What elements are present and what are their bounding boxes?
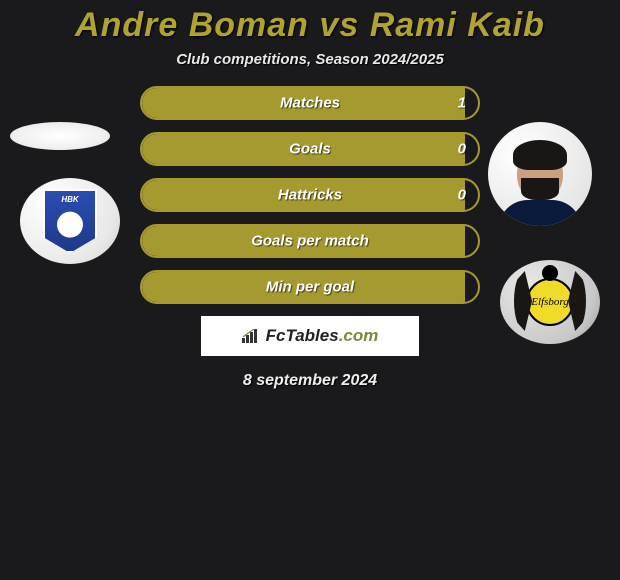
- stat-bar: Hattricks 0: [140, 178, 480, 212]
- vs-label: vs: [319, 6, 359, 44]
- player2-avatar: [488, 122, 592, 226]
- stat-bar: Goals 0: [140, 132, 480, 166]
- brand-fc: FcTables: [266, 326, 339, 345]
- brand-text: FcTables.com: [266, 326, 379, 346]
- page-title: Andre Boman vs Rami Kaib: [0, 0, 620, 45]
- hbk-shield-icon: [43, 189, 97, 253]
- leaf-right-icon: [568, 271, 586, 331]
- avatar-shoulders: [498, 200, 582, 226]
- leaf-left-icon: [514, 271, 532, 331]
- stats-bars: Matches 1 Goals 0 Hattricks 0 Goals per …: [140, 86, 480, 304]
- stat-right-value: 0: [458, 187, 466, 204]
- stat-label: Goals per match: [251, 233, 369, 250]
- player1-name: Andre Boman: [75, 6, 309, 44]
- stat-label: Hattricks: [278, 187, 342, 204]
- ball-icon: [542, 265, 558, 281]
- stat-bar: Matches 1: [140, 86, 480, 120]
- avatar-head: [517, 148, 563, 200]
- stat-label: Matches: [280, 95, 340, 112]
- subtitle: Club competitions, Season 2024/2025: [0, 51, 620, 68]
- bar-chart-icon: [242, 329, 260, 343]
- brand-com: .com: [339, 326, 379, 345]
- player1-avatar: [10, 122, 110, 150]
- elfsborg-badge-icon: [516, 271, 584, 333]
- player2-club-badge: [500, 260, 600, 344]
- stat-bar: Goals per match: [140, 224, 480, 258]
- player2-name: Rami Kaib: [370, 6, 545, 44]
- player1-club-badge: [20, 178, 120, 264]
- stat-label: Goals: [289, 141, 331, 158]
- stat-label: Min per goal: [266, 279, 354, 296]
- brand-link[interactable]: FcTables.com: [201, 316, 419, 356]
- date-label: 8 september 2024: [0, 372, 620, 390]
- stat-right-value: 1: [458, 95, 466, 112]
- stat-right-value: 0: [458, 141, 466, 158]
- stat-bar: Min per goal: [140, 270, 480, 304]
